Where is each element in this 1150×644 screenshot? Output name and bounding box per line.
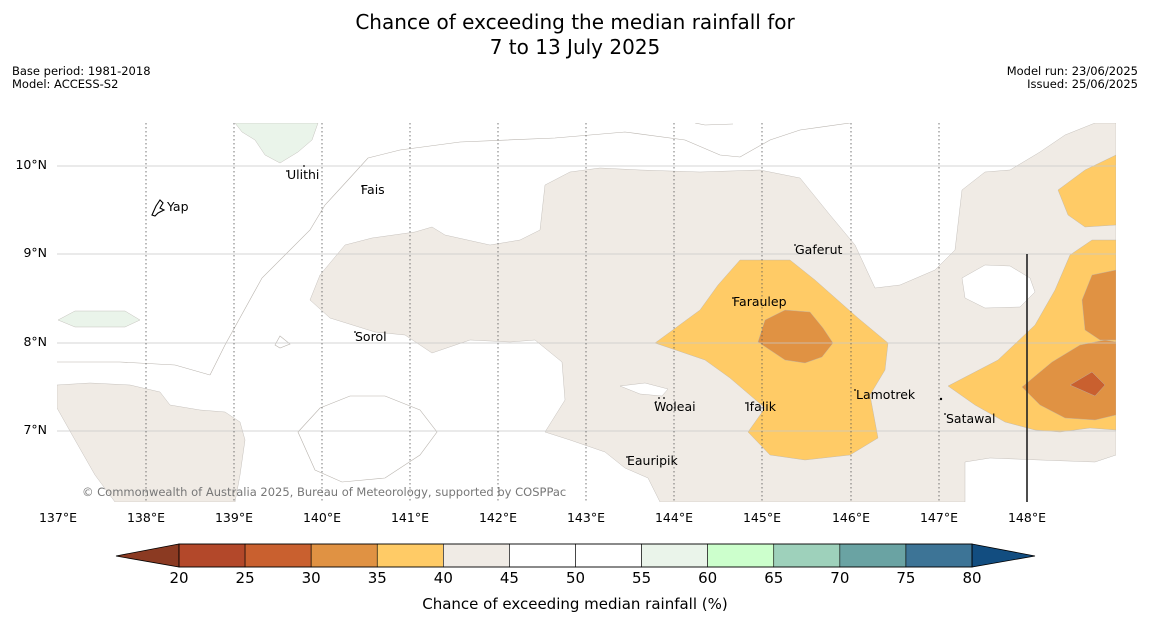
title-line-2: 7 to 13 July 2025 — [489, 35, 661, 59]
latitude-label: 7°N — [23, 422, 47, 437]
colorbar — [115, 543, 1036, 568]
region-35-40-central — [654, 259, 889, 461]
colorbar-tick-label: 35 — [367, 569, 387, 587]
place-label-satawal: Satawal — [946, 411, 996, 426]
longitude-label: 138°E — [126, 510, 165, 525]
colorbar-label: Chance of exceeding median rainfall (%) — [422, 595, 728, 613]
colorbar-segment — [244, 543, 312, 568]
longitude-label: 145°E — [742, 510, 781, 525]
region-35-40-northeast — [1057, 154, 1116, 228]
colorbar-tick-label: 55 — [632, 569, 652, 587]
colorbar-segments — [178, 543, 973, 568]
issued-date: Issued: 25/06/2025 — [1027, 77, 1138, 91]
contour-west — [57, 361, 211, 376]
colorbar-tick-label: 75 — [896, 569, 916, 587]
base-period: Base period: 1981-2018 — [12, 64, 151, 78]
meta-right: Model run: 23/06/2025 Issued: 25/06/2025 — [1007, 65, 1138, 91]
copyright-notice: © Commonwealth of Australia 2025, Bureau… — [82, 485, 567, 499]
gridlines — [57, 123, 1116, 502]
colorbar-segment — [839, 543, 907, 568]
place-label-gaferut: Gaferut — [795, 242, 843, 257]
colorbar-extend-high — [971, 543, 1036, 568]
region-55-60-north — [234, 123, 319, 164]
colorbar-tick-label: 30 — [301, 569, 321, 587]
latitude-label: 10°N — [15, 157, 47, 172]
colorbar-tick-label: 60 — [698, 569, 718, 587]
yap-island — [151, 199, 166, 217]
contour-north — [209, 123, 851, 376]
longitude-label: 137°E — [38, 510, 77, 525]
meta-left: Base period: 1981-2018 Model: ACCESS-S2 — [12, 65, 151, 91]
longitude-label: 148°E — [1007, 510, 1046, 525]
title-line-1: Chance of exceeding the median rainfall … — [355, 10, 795, 34]
colorbar-tick-label: 80 — [962, 569, 982, 587]
longitude-label: 144°E — [654, 510, 693, 525]
region-25-30-east — [1069, 371, 1106, 397]
colorbar-segment — [641, 543, 708, 568]
latitude-label: 8°N — [23, 334, 47, 349]
latitude-label: 9°N — [23, 245, 47, 260]
longitude-label: 141°E — [390, 510, 429, 525]
colorbar-segment — [376, 543, 444, 568]
colorbar-tick-label: 45 — [499, 569, 519, 587]
longitude-label: 139°E — [214, 510, 253, 525]
colorbar-frame — [178, 543, 973, 568]
colorbar-segment — [509, 543, 576, 568]
colorbar-tick-label: 70 — [830, 569, 850, 587]
colorbar-tick-label: 20 — [169, 569, 189, 587]
region-30-35-east-upper — [1081, 269, 1116, 341]
place-label-sorol: Sorol — [355, 329, 387, 344]
contour-sorol-west — [274, 335, 291, 349]
place-label-faraulep: Faraulep — [733, 294, 787, 309]
region-30-35-east — [1021, 339, 1116, 421]
contour-south — [297, 395, 438, 483]
region-55-60-west — [57, 310, 141, 328]
colorbar-segment — [773, 543, 841, 568]
colorbar-tick-label: 40 — [433, 569, 453, 587]
colorbar-segment — [575, 543, 642, 568]
place-label-eauripik: Eauripik — [627, 453, 678, 468]
colorbar-segment — [178, 543, 246, 568]
colorbar-tick-label: 50 — [565, 569, 586, 587]
colorbar-segment — [905, 543, 973, 568]
place-label-ifalik: Ifalik — [746, 399, 776, 414]
place-label-ulithi: Ulithi — [287, 167, 320, 182]
place-label-fais: Fais — [361, 182, 385, 197]
longitude-label: 142°E — [478, 510, 517, 525]
colorbar-segment — [310, 543, 378, 568]
region-45-50-hole — [961, 264, 1036, 309]
region-45-50-woleai — [619, 382, 669, 397]
colorbar-segment — [443, 543, 510, 568]
colorbar-tick-label: 25 — [235, 569, 255, 587]
colorbar-tick-label: 65 — [764, 569, 784, 587]
place-label-lamotrek: Lamotrek — [856, 387, 916, 402]
model-run: Model run: 23/06/2025 — [1006, 64, 1138, 78]
place-label-yap: Yap — [167, 199, 189, 214]
model-name: Model: ACCESS-S2 — [12, 77, 119, 91]
colorbar-segment — [707, 543, 775, 568]
place-label-woleai: Woleai — [654, 399, 696, 414]
longitude-label: 140°E — [302, 510, 341, 525]
island-markers — [286, 165, 946, 458]
map-area — [57, 123, 1116, 502]
contour-north-small — [694, 123, 734, 126]
longitude-label: 143°E — [566, 510, 605, 525]
colorbar-extend-low — [115, 543, 180, 568]
longitude-label: 147°E — [919, 510, 958, 525]
longitude-label: 146°E — [831, 510, 870, 525]
map-title: Chance of exceeding the median rainfall … — [0, 10, 1150, 60]
